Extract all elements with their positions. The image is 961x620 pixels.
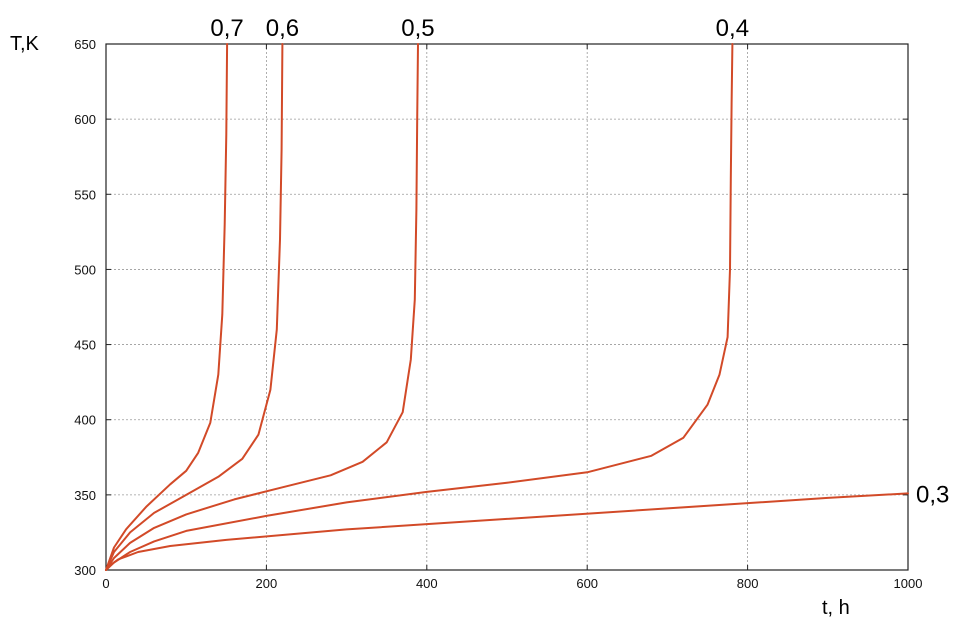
y-tick-label: 650 [74, 37, 96, 52]
series-line-2 [105, 43, 419, 571]
x-tick-label: 400 [416, 576, 438, 591]
series-label-4: 0,3 [916, 481, 949, 508]
series-label-1: 0,6 [266, 15, 299, 42]
x-tick-label: 200 [256, 576, 278, 591]
y-axis-title: T,K [10, 33, 40, 55]
x-tick-label: 1000 [894, 576, 923, 591]
series-line-0 [105, 43, 229, 571]
series-label-2: 0,5 [401, 15, 434, 42]
x-tick-label: 800 [737, 576, 759, 591]
y-tick-label: 500 [74, 262, 96, 277]
y-tick-label: 550 [74, 187, 96, 202]
series-line-3 [105, 43, 734, 571]
plot-frame [105, 43, 909, 571]
series-line-1 [105, 43, 284, 571]
x-axis-title: t, h [822, 597, 850, 619]
y-tick-label: 400 [74, 413, 96, 428]
y-tick-label: 600 [74, 112, 96, 127]
series-line-4 [105, 492, 909, 571]
x-tick-label: 600 [576, 576, 598, 591]
y-tick-label: 300 [74, 563, 96, 578]
series-label-0: 0,7 [210, 15, 243, 42]
y-tick-label: 350 [74, 488, 96, 503]
series-label-3: 0,4 [716, 15, 749, 42]
x-tick-label: 0 [102, 576, 109, 591]
y-tick-label: 450 [74, 338, 96, 353]
